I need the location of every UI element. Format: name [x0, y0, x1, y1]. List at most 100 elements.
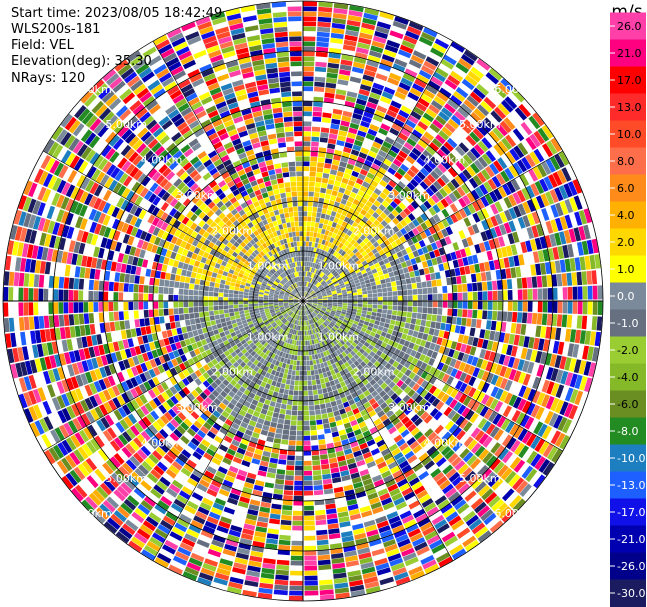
velocity-bin	[304, 505, 314, 511]
velocity-bin	[262, 403, 269, 410]
velocity-bin	[260, 572, 275, 580]
velocity-bin	[322, 372, 328, 378]
velocity-bin	[316, 253, 321, 259]
velocity-bin	[221, 410, 230, 419]
velocity-bin	[519, 483, 532, 497]
velocity-bin	[521, 187, 531, 201]
velocity-bin	[377, 288, 383, 293]
velocity-bin	[469, 264, 476, 274]
velocity-bin	[583, 224, 591, 240]
velocity-bin	[371, 402, 380, 410]
velocity-bin	[463, 436, 474, 448]
velocity-bin	[137, 354, 145, 364]
velocity-bin	[387, 483, 399, 492]
velocity-bin	[232, 344, 239, 351]
velocity-bin	[263, 319, 269, 324]
velocity-bin	[329, 274, 334, 279]
velocity-bin	[392, 233, 399, 241]
velocity-bin	[345, 137, 355, 144]
velocity-bin	[318, 223, 324, 229]
velocity-bin	[160, 519, 173, 531]
velocity-bin	[123, 311, 129, 320]
velocity-bin	[65, 391, 75, 405]
velocity-bin	[398, 109, 410, 119]
velocity-bin	[281, 352, 286, 358]
velocity-bin	[112, 397, 122, 409]
velocity-bin	[260, 332, 266, 338]
velocity-bin	[353, 528, 365, 536]
velocity-bin	[272, 391, 279, 398]
velocity-bin	[320, 454, 328, 460]
velocity-bin	[254, 347, 260, 353]
velocity-bin	[464, 265, 471, 275]
velocity-bin	[502, 290, 508, 300]
velocity-bin	[500, 269, 507, 280]
velocity-bin	[584, 377, 593, 393]
velocity-bin	[330, 311, 336, 315]
velocity-bin	[489, 191, 499, 203]
velocity-bin	[596, 316, 603, 331]
velocity-bin	[307, 206, 313, 212]
velocity-bin	[272, 336, 277, 342]
velocity-bin	[149, 359, 157, 368]
velocity-bin	[366, 270, 373, 276]
velocity-bin	[120, 482, 133, 494]
velocity-bin	[192, 330, 199, 337]
velocity-bin	[330, 467, 340, 474]
velocity-bin	[416, 225, 424, 233]
velocity-bin	[297, 305, 301, 310]
velocity-bin	[294, 302, 299, 305]
velocity-bin	[388, 381, 396, 389]
velocity-bin	[276, 350, 281, 356]
velocity-bin	[86, 475, 99, 489]
velocity-bin	[308, 261, 311, 267]
velocity-bin	[387, 296, 393, 301]
velocity-bin	[78, 302, 84, 313]
velocity-bin	[242, 322, 249, 328]
velocity-bin	[125, 459, 137, 471]
velocity-bin	[420, 116, 432, 127]
velocity-bin	[330, 286, 336, 291]
velocity-bin	[391, 315, 397, 321]
velocity-bin	[183, 295, 189, 301]
velocity-bin	[349, 268, 355, 274]
velocity-bin	[280, 335, 285, 341]
velocity-bin	[307, 380, 312, 386]
velocity-bin	[311, 349, 315, 355]
velocity-bin	[430, 242, 438, 251]
velocity-bin	[415, 513, 428, 523]
velocity-bin	[270, 311, 276, 316]
velocity-bin	[393, 325, 400, 332]
velocity-bin	[295, 314, 298, 320]
velocity-bin	[280, 316, 285, 321]
velocity-bin	[349, 122, 360, 130]
velocity-bin	[364, 581, 380, 589]
velocity-bin	[143, 301, 149, 310]
velocity-bin	[158, 404, 167, 414]
velocity-bin	[322, 245, 327, 251]
velocity-bin	[310, 430, 318, 436]
velocity-bin	[356, 98, 367, 106]
velocity-bin	[206, 418, 215, 427]
velocity-bin	[395, 501, 408, 511]
velocity-bin	[222, 479, 234, 488]
velocity-bin	[315, 281, 320, 287]
velocity-bin	[308, 288, 312, 293]
velocity-bin	[212, 340, 219, 347]
velocity-bin	[311, 284, 315, 289]
velocity-bin	[317, 284, 322, 289]
velocity-bin	[313, 394, 319, 400]
velocity-bin	[384, 224, 392, 232]
velocity-bin	[359, 339, 366, 345]
velocity-bin	[333, 299, 338, 301]
velocity-bin	[393, 452, 404, 461]
velocity-bin	[364, 279, 371, 284]
velocity-bin	[450, 251, 457, 261]
velocity-bin	[473, 144, 485, 156]
velocity-bin	[278, 361, 283, 368]
velocity-bin	[382, 296, 388, 301]
velocity-bin	[332, 271, 338, 276]
velocity-bin	[236, 413, 244, 421]
velocity-bin	[335, 196, 342, 203]
velocity-bin	[211, 358, 219, 366]
